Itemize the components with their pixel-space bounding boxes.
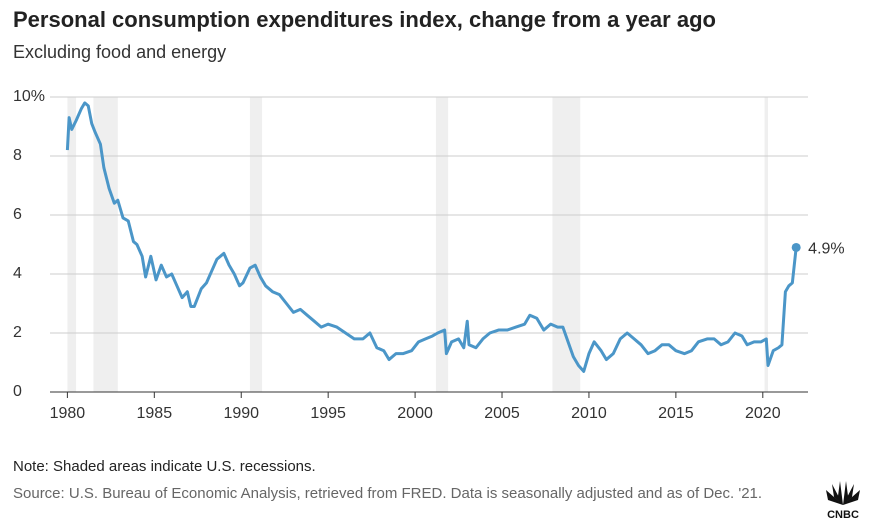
x-tick-label: 2000 <box>397 405 433 422</box>
annotation-dot <box>791 242 801 252</box>
x-tick-label: 2005 <box>484 405 520 422</box>
y-tick-label: 4 <box>13 265 22 282</box>
source: Source: U.S. Bureau of Economic Analysis… <box>13 485 763 502</box>
y-tick-label: 8 <box>13 147 22 164</box>
logo: CNBC <box>826 481 860 521</box>
logo-mark <box>826 481 860 505</box>
recession-band <box>93 97 118 392</box>
x-tick-label: 1980 <box>50 405 86 422</box>
x-tick-label: 1995 <box>310 405 346 422</box>
y-tick-label: 2 <box>13 324 22 341</box>
logo-text: CNBC <box>827 509 859 521</box>
recession-band <box>552 97 581 392</box>
chart-title: Personal consumption expenditures index,… <box>13 7 716 32</box>
x-tick-label: 1990 <box>223 405 259 422</box>
x-tick-label: 1985 <box>137 405 173 422</box>
recession-band <box>435 97 449 392</box>
x-tick-label: 2020 <box>745 405 781 422</box>
plot: 0 2 4 6 8 10% 1980 1985 1990 1995 2000 2005 2010 2015… <box>13 88 845 422</box>
annotation-label: 4.9% <box>808 241 844 258</box>
x-tick-label: 2015 <box>658 405 694 422</box>
recession-band <box>249 97 263 392</box>
note: Note: Shaded areas indicate U.S. recessi… <box>13 458 316 475</box>
recession-band <box>67 97 77 392</box>
x-tick-label: 2010 <box>571 405 607 422</box>
series-line <box>65 101 798 373</box>
recession-band <box>764 97 769 392</box>
y-tick-label: 6 <box>13 206 22 223</box>
y-tick-label: 0 <box>13 383 22 400</box>
y-tick-label: 10% <box>13 88 45 105</box>
chart-subtitle: Excluding food and energy <box>13 42 226 62</box>
